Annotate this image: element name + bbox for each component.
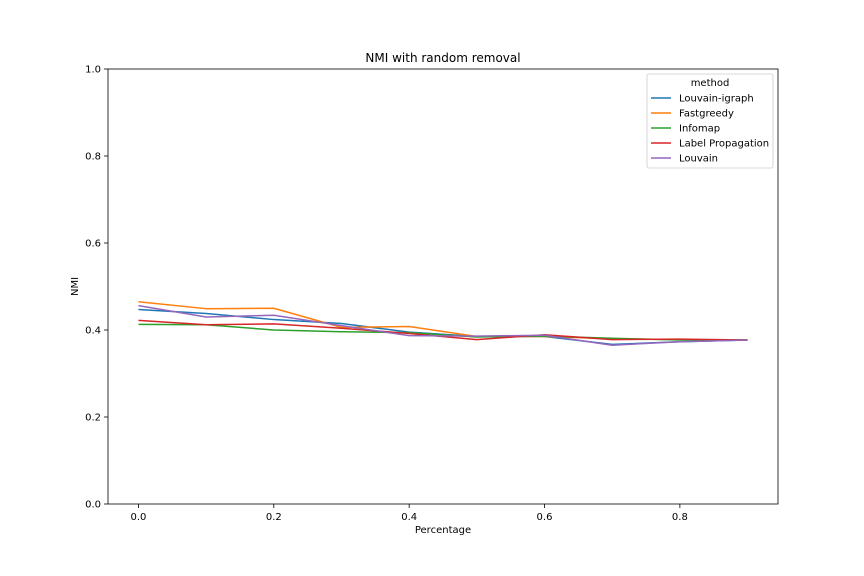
legend-box	[646, 73, 774, 169]
x-axis-label: Percentage	[415, 525, 471, 536]
legend-items: Louvain-igraph Fastgreedy Infomap Label Pro…	[651, 94, 769, 165]
plot-frame	[107, 68, 779, 505]
legend-label: Louvain	[679, 154, 718, 165]
x-tick-label: 0.8	[672, 512, 688, 523]
y-tick-label: 0.6	[85, 239, 101, 250]
y-axis-label: NMI	[70, 277, 81, 296]
x-axis: 0.0 0.2 0.4 0.6 0.8	[131, 504, 688, 523]
x-tick-label: 0.0	[131, 512, 147, 523]
y-tick-label: 1.0	[85, 65, 101, 76]
series-layer	[138, 300, 748, 346]
series-line-label-propagation	[138, 319, 748, 341]
y-tick-label: 0.2	[85, 413, 101, 424]
legend-label: Louvain-igraph	[679, 94, 754, 105]
y-tick-label: 0.0	[85, 500, 101, 511]
y-tick-label: 0.4	[85, 326, 101, 337]
y-tick-label: 0.8	[85, 152, 101, 163]
y-axis: 0.0 0.2 0.4 0.6 0.8 1.0	[85, 65, 108, 511]
legend-title: method	[691, 78, 730, 89]
series-line-louvain	[138, 304, 748, 346]
x-tick-label: 0.6	[537, 512, 553, 523]
x-tick-label: 0.2	[266, 512, 282, 523]
legend-label: Fastgreedy	[679, 109, 734, 120]
legend: method Louvain-igraph Fastgreedy Infomap La…	[646, 73, 774, 169]
legend-label: Infomap	[679, 124, 720, 135]
legend-label: Label Propagation	[679, 139, 769, 150]
chart-title: NMI with random removal	[365, 51, 520, 65]
x-tick-label: 0.4	[401, 512, 417, 523]
